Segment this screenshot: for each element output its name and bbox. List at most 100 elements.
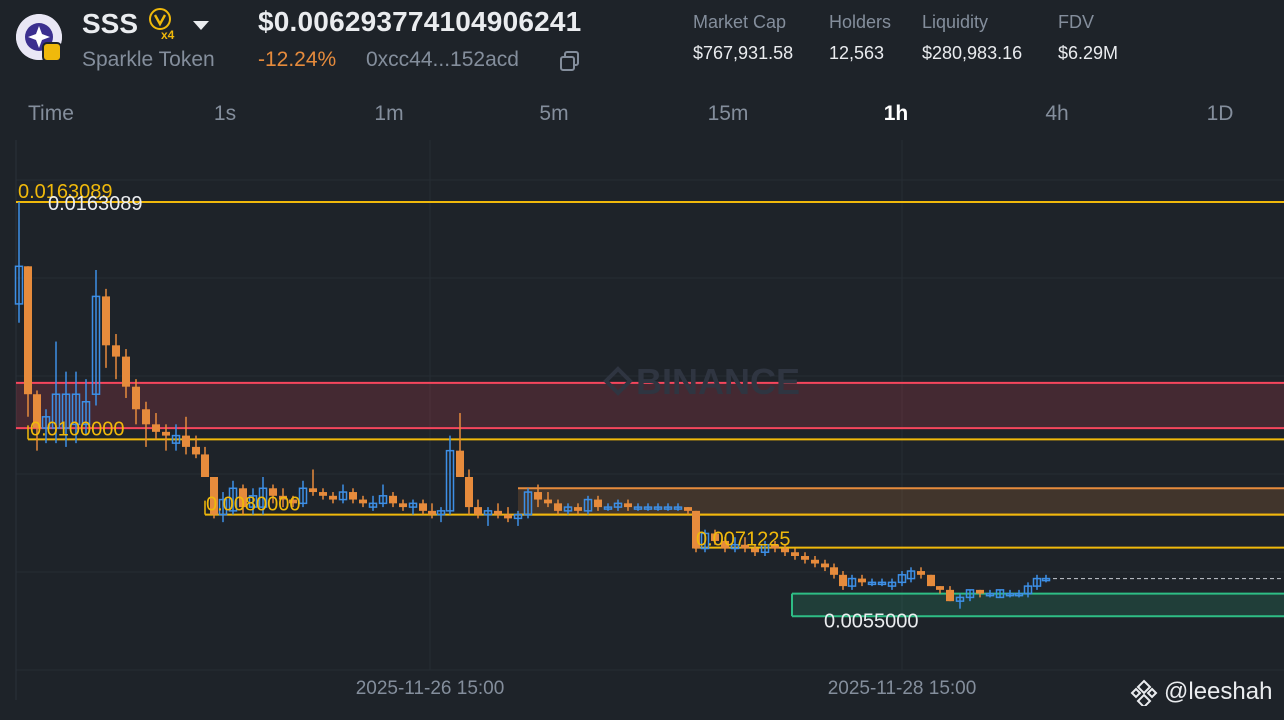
candle-body xyxy=(821,563,829,568)
candle xyxy=(684,507,692,515)
candle xyxy=(946,586,954,602)
candle xyxy=(653,503,663,511)
candle-body xyxy=(692,510,700,549)
candle xyxy=(897,571,907,587)
candle-body xyxy=(483,510,493,516)
candle xyxy=(771,540,779,553)
candle-body xyxy=(359,499,367,504)
tab-5m[interactable]: 5m xyxy=(539,102,569,125)
candle-body xyxy=(791,552,799,557)
candle xyxy=(228,480,238,515)
candle xyxy=(319,488,327,500)
candle xyxy=(408,499,418,515)
candle-body xyxy=(102,296,110,346)
candle-body xyxy=(504,514,512,519)
candle-body xyxy=(721,540,729,549)
tab-4h[interactable]: 4h xyxy=(1045,102,1069,125)
candle xyxy=(985,589,995,598)
candle-body xyxy=(436,510,446,516)
copy-icon[interactable] xyxy=(558,49,582,73)
candle xyxy=(936,586,944,594)
candle xyxy=(711,529,719,545)
candle-body xyxy=(534,492,542,500)
candle xyxy=(603,503,613,511)
candle xyxy=(544,492,552,508)
candle-body xyxy=(368,502,378,508)
candle-body xyxy=(349,492,357,500)
candle xyxy=(523,488,533,519)
stat-value: 12,563 xyxy=(829,43,885,63)
candle xyxy=(378,484,388,508)
candle-body xyxy=(927,574,935,587)
candle-body xyxy=(633,506,643,510)
candle-body xyxy=(554,503,562,511)
level-label: 0.0071225 xyxy=(696,529,791,551)
candle xyxy=(633,503,643,511)
candle-body xyxy=(210,476,218,515)
candle xyxy=(613,499,623,511)
candle-body xyxy=(613,502,623,508)
candle-body xyxy=(847,577,857,587)
candle xyxy=(692,510,700,553)
candle xyxy=(81,379,91,436)
candle xyxy=(162,424,170,451)
candle xyxy=(965,589,975,602)
candle xyxy=(456,413,464,477)
interval-tabs: Time 1s 1m 5m 15m 1h 4h 1D xyxy=(0,98,1284,134)
candle-body xyxy=(801,556,809,560)
candle-body xyxy=(965,589,975,599)
tab-1h[interactable]: 1h xyxy=(883,102,909,125)
tab-15m[interactable]: 15m xyxy=(707,102,749,125)
candle-body xyxy=(684,507,692,511)
candle xyxy=(14,202,24,323)
candle xyxy=(995,589,1005,599)
binance-watermark: BINANCE xyxy=(636,361,800,402)
candle xyxy=(24,266,32,417)
candle-body xyxy=(1014,592,1024,597)
candle-body xyxy=(456,450,464,477)
candle xyxy=(741,537,749,553)
chevron-down-icon[interactable] xyxy=(190,14,212,36)
candle xyxy=(513,510,523,526)
contract-address: 0xcc44...152acd xyxy=(366,48,519,71)
chain-badge-icon xyxy=(42,42,62,62)
stat-value: $6.29M xyxy=(1058,43,1119,63)
tab-1d[interactable]: 1D xyxy=(1206,102,1234,125)
candle-body xyxy=(445,449,455,512)
candle xyxy=(877,578,887,587)
candle xyxy=(338,484,348,504)
candle-body xyxy=(955,596,965,602)
zone-fill xyxy=(16,382,1284,429)
candle-body xyxy=(33,394,41,429)
tab-1m[interactable]: 1m xyxy=(374,102,404,125)
stat-liquidity: Liquidity $280,983.16 xyxy=(922,12,1022,64)
candle-body xyxy=(269,488,277,496)
tab-time[interactable]: Time xyxy=(28,102,74,125)
price-change: -12.24% xyxy=(258,48,337,71)
candle-body xyxy=(338,491,348,501)
candle-body xyxy=(839,574,847,587)
candle xyxy=(760,540,770,557)
candle xyxy=(1041,574,1051,583)
candle xyxy=(1005,589,1015,598)
candle xyxy=(583,495,593,515)
candle-body xyxy=(1005,592,1015,597)
candle-body xyxy=(653,506,663,510)
candle-body xyxy=(171,434,181,444)
candle xyxy=(51,341,61,444)
candle xyxy=(673,503,683,511)
candle xyxy=(182,416,190,455)
candle-body xyxy=(811,559,819,564)
candle-body xyxy=(760,543,770,553)
candle xyxy=(142,401,150,447)
candle-body xyxy=(41,416,51,429)
candle xyxy=(1014,589,1024,598)
candle-body xyxy=(711,533,719,541)
candle xyxy=(554,499,562,515)
candle-body xyxy=(494,510,502,515)
candle xyxy=(61,371,71,447)
candle xyxy=(210,476,218,519)
tab-1s[interactable]: 1s xyxy=(213,102,237,125)
